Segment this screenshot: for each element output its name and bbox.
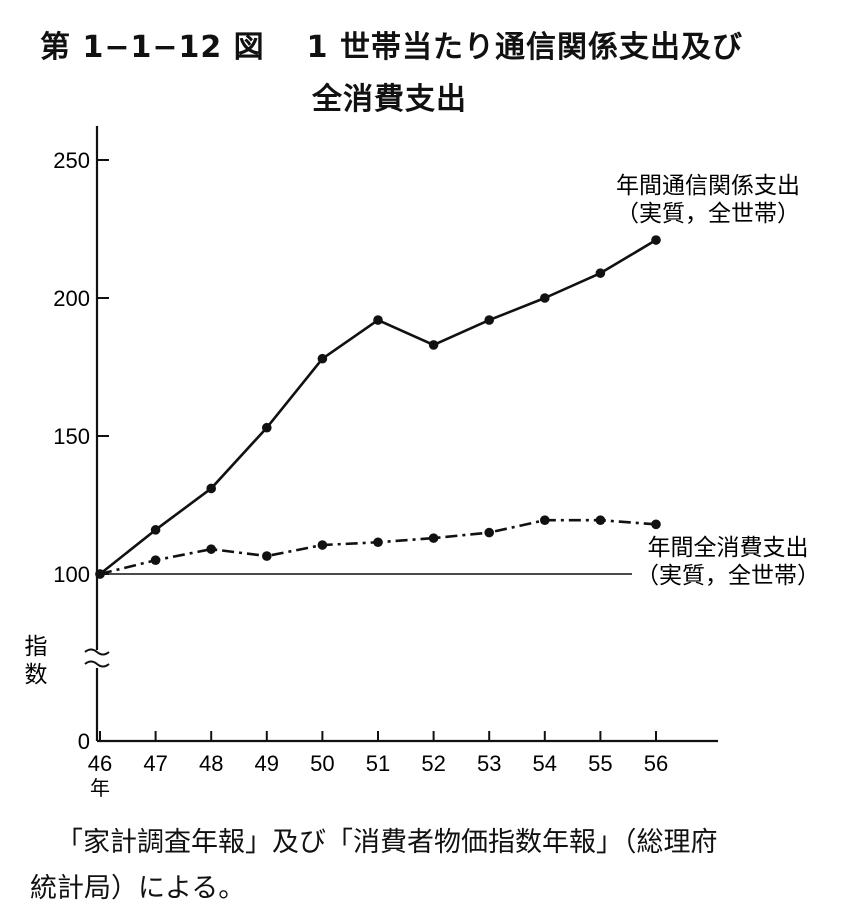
- series-label: 年間通信関係支出: [616, 173, 800, 199]
- source-note: 「家計調査年報」及び「消費者物価指数年報」（総理府 統計局）による。: [30, 820, 836, 912]
- series-line-2: [99, 518, 657, 576]
- y-axis-label: 指: [25, 634, 48, 660]
- data-point: [540, 293, 550, 303]
- x-tick-label: 47: [143, 751, 167, 776]
- x-tick-label: 52: [421, 751, 445, 776]
- data-point: [651, 235, 661, 245]
- data-point: [595, 515, 606, 525]
- data-point: [595, 268, 606, 278]
- series-label: （実質，全世帯）: [636, 563, 820, 589]
- data-point: [428, 340, 439, 350]
- chart-axes: [84, 126, 718, 743]
- data-point: [95, 569, 105, 579]
- y-axis-label: 数: [25, 662, 48, 688]
- data-point: [262, 551, 272, 561]
- x-unit-label: 年: [90, 776, 110, 800]
- series-line-1: [99, 238, 657, 576]
- figure-number: 第 1−1−12 図: [40, 30, 265, 65]
- axis-break-mark: [84, 660, 110, 668]
- x-tick-label: 50: [310, 751, 334, 776]
- source-line1: 「家計調査年報」及び「消費者物価指数年報」（総理府: [56, 827, 718, 858]
- data-point: [651, 519, 661, 530]
- x-tick-label: 55: [588, 751, 612, 776]
- figure-title: 第 1−1−12 図 1 世帯当たり通信関係支出及び 全消費支出: [40, 22, 743, 117]
- data-point: [317, 540, 328, 550]
- y-tick-label: 100: [53, 562, 90, 587]
- axis-break-mark: [84, 648, 110, 656]
- source-line2: 統計局）による。: [30, 873, 246, 904]
- data-point: [484, 527, 495, 538]
- figure-title-line2: 全消費支出: [312, 82, 467, 117]
- x-tick-label: 48: [199, 751, 223, 776]
- series-label: （実質，全世帯）: [616, 201, 800, 227]
- x-tick-label: 56: [644, 751, 668, 776]
- data-point: [484, 315, 495, 325]
- x-tick-label: 46: [88, 751, 112, 776]
- data-point: [206, 483, 216, 494]
- data-point: [373, 315, 383, 325]
- data-point: [540, 515, 550, 525]
- data-point: [262, 422, 272, 433]
- data-point: [206, 544, 216, 554]
- data-point: [373, 537, 383, 548]
- x-tick-label: 54: [533, 751, 557, 776]
- data-point: [428, 533, 439, 543]
- y-tick-label: 0: [78, 729, 90, 754]
- chart-labels: 0 100 150 200 250 指数 46 47 48 49 50 51 52 53 54 55 56 年 年間…: [25, 148, 821, 800]
- data-point: [150, 555, 161, 565]
- x-tick-label: 51: [366, 751, 390, 776]
- y-tick-label: 150: [53, 424, 90, 449]
- data-point: [150, 525, 161, 535]
- data-point: [317, 353, 328, 364]
- chart-marks: [95, 235, 661, 579]
- figure-title-line1: 1 世帯当たり通信関係支出及び: [306, 30, 743, 65]
- series-label: 年間全消費支出: [648, 535, 809, 561]
- y-tick-label: 250: [53, 148, 90, 173]
- x-tick-label: 53: [477, 751, 501, 776]
- y-tick-label: 200: [53, 286, 90, 311]
- x-tick-label: 49: [255, 751, 279, 776]
